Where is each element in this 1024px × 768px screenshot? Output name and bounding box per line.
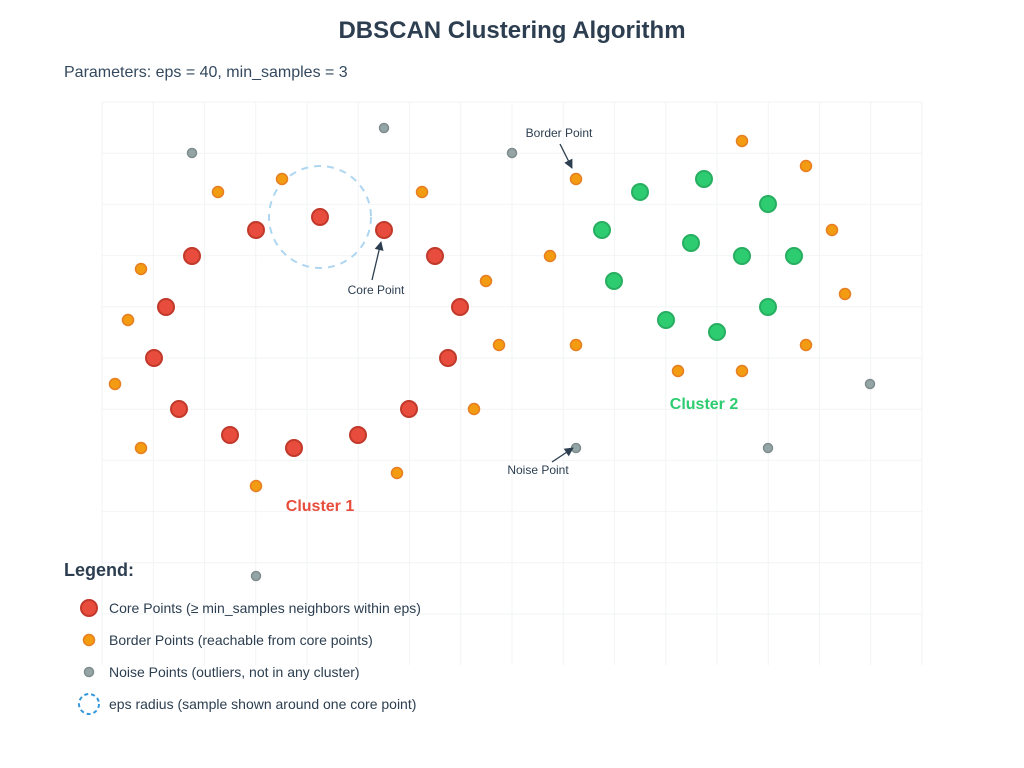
border-point [479,274,493,288]
border-point [467,402,481,416]
cluster-1-core-point [247,221,265,239]
cluster-1-core-point [400,400,418,418]
border-point-arrow [559,143,573,169]
border-point [211,185,225,199]
cluster-1-core-point [285,439,303,457]
eps-radius-circle [268,165,372,269]
cluster-1-core-point [157,298,175,316]
border-point [671,364,685,378]
cluster-2-core-point [759,298,777,316]
cluster-2-core-point [605,272,623,290]
border-point [799,338,813,352]
border-point [735,364,749,378]
cluster-1-core-point [451,298,469,316]
border-point [569,338,583,352]
cluster-2-core-point [631,183,649,201]
cluster-2-label: Cluster 2 [670,396,739,413]
noise-point [378,122,390,134]
cluster-2-core-point [695,170,713,188]
noise-point [250,570,262,582]
legend-noise-point-label: Noise Points (outliers, not in any clust… [109,664,360,680]
cluster-2-core-point [682,234,700,252]
cluster-1-core-point [170,400,188,418]
cluster-1-label: Cluster 1 [286,498,355,515]
core-point-arrow [371,241,384,281]
data-points [108,122,876,582]
cluster-1-core-point [311,208,329,226]
cluster-2-core-point [759,195,777,213]
cluster-1-core-point [375,221,393,239]
noise-point-arrow [551,447,574,463]
cluster-2-core-point [593,221,611,239]
legend-noise-point-marker [83,666,95,678]
cluster-1-core-point [145,349,163,367]
noise-point-annotation: Noise Point [507,463,569,477]
cluster-2-core-point [657,311,675,329]
legend-border-point-marker [82,633,96,647]
border-point [799,159,813,173]
border-point [121,313,135,327]
noise-point [864,378,876,390]
cluster-1-core-point [426,247,444,265]
border-point [415,185,429,199]
core-point-annotation: Core Point [348,283,405,297]
border-point [543,249,557,263]
cluster-1-core-point [349,426,367,444]
legend-eps-radius-label: eps radius (sample shown around one core… [109,696,416,712]
border-point [390,466,404,480]
border-point [134,441,148,455]
border-point [838,287,852,301]
cluster-1-core-point [183,247,201,265]
noise-point [762,442,774,454]
background-grid [101,101,923,665]
border-point [569,172,583,186]
cluster-1-core-point [439,349,457,367]
border-point [735,134,749,148]
diagram-title: DBSCAN Clustering Algorithm [338,17,685,44]
legend: Legend: Core Points (≥ min_samples neigh… [64,560,421,715]
border-point-annotation: Border Point [526,126,593,140]
border-point [108,377,122,391]
legend-title: Legend: [64,560,134,580]
parameters-text: Parameters: eps = 40, min_samples = 3 [64,64,348,81]
legend-border-point-label: Border Points (reachable from core point… [109,632,373,648]
noise-point [506,147,518,159]
cluster-2-core-point [708,323,726,341]
border-point [249,479,263,493]
legend-core-point-marker [80,599,98,617]
cluster-2-core-point [733,247,751,265]
noise-point [186,147,198,159]
cluster-1-core-point [221,426,239,444]
border-point [275,172,289,186]
border-point [825,223,839,237]
cluster-2-core-point [785,247,803,265]
legend-core-point-label: Core Points (≥ min_samples neighbors wit… [109,600,421,616]
border-point [134,262,148,276]
legend-eps-radius-marker [78,693,100,715]
border-point [492,338,506,352]
